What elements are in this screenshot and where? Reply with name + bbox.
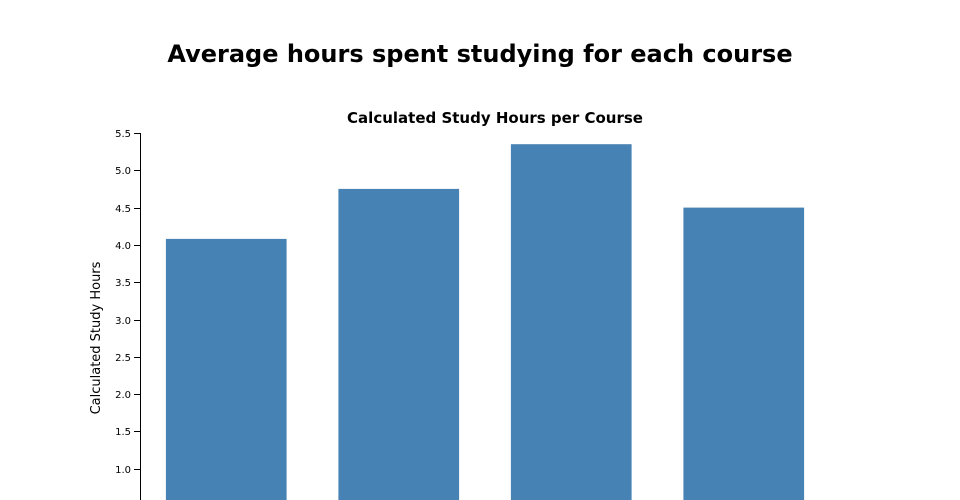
bars bbox=[165, 144, 805, 500]
bar bbox=[338, 188, 460, 500]
y-tick-label: 1.5 bbox=[115, 427, 131, 438]
y-tick-label: 4.5 bbox=[115, 204, 131, 215]
y-tick-label: 5.0 bbox=[115, 166, 131, 177]
y-tick-label: 1.0 bbox=[115, 465, 131, 476]
y-tick-label: 2.5 bbox=[115, 353, 131, 364]
bar bbox=[165, 238, 287, 500]
bar bbox=[510, 144, 632, 500]
y-tick-label: 4.0 bbox=[115, 241, 131, 252]
bar bbox=[683, 207, 805, 500]
chart-title: Calculated Study Hours per Course bbox=[347, 109, 643, 127]
y-tick-label: 5.5 bbox=[115, 129, 131, 140]
y-tick-label: 3.5 bbox=[115, 278, 131, 289]
y-axis-label: Calculated Study Hours bbox=[89, 261, 104, 414]
y-tick-label: 3.0 bbox=[115, 316, 131, 327]
y-tick-label: 2.0 bbox=[115, 390, 131, 401]
y-axis-ticks: 1.0 1.5 2.0 2.5 3.0 3.5 4.0 4.5 5.0 5.5 bbox=[115, 129, 140, 476]
page-title: Average hours spent studying for each co… bbox=[167, 40, 793, 68]
